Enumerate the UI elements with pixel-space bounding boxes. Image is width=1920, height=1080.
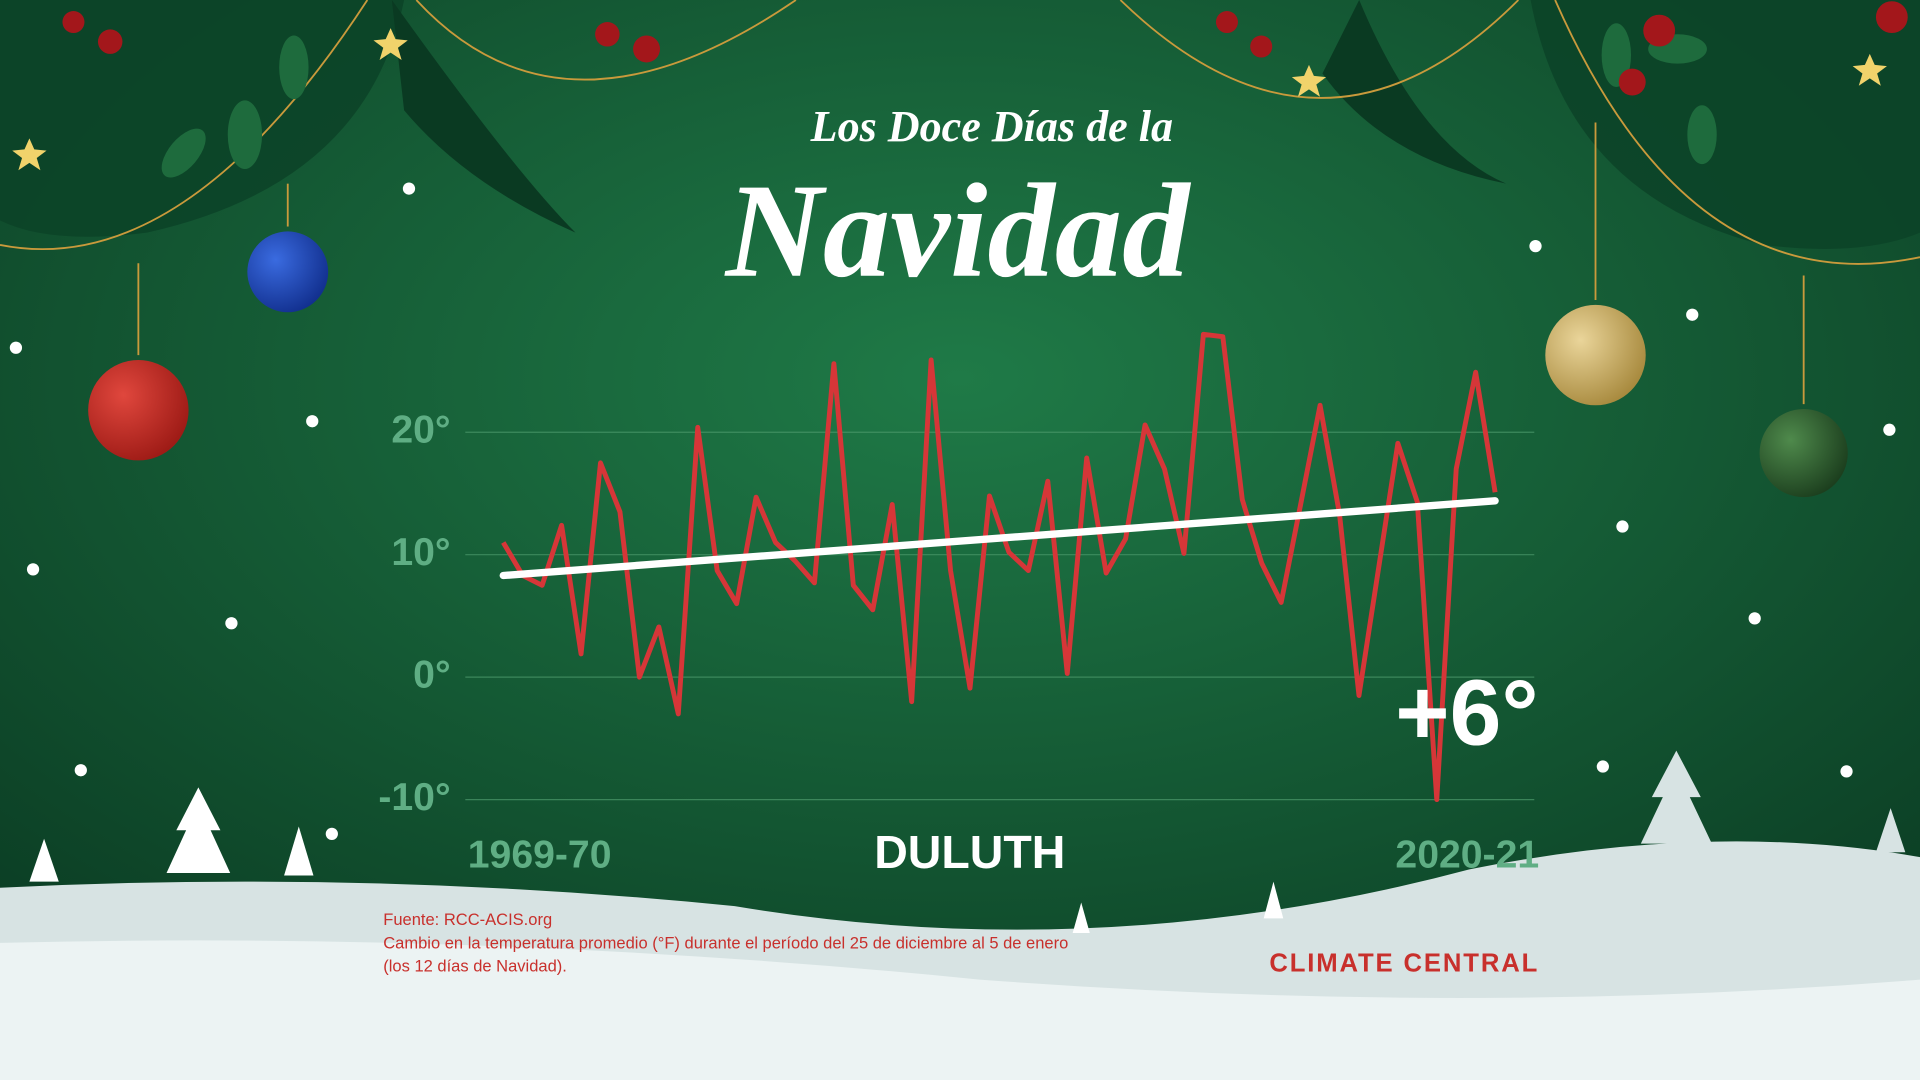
annotation: +6° [1395,661,1538,765]
location-label: DULUTH [874,826,1065,878]
trend-line [499,497,1499,580]
x-tick-label: 1969-70 [468,833,612,876]
data-line [501,331,1498,803]
y-tick-label: 10° [391,531,450,574]
y-tick-label: -10° [378,776,450,819]
logo: CLIMATE CENTRAL [1269,950,1539,978]
x-tick-label: 2020-21 [1395,833,1539,876]
source: Fuente: RCC-ACIS.org [383,910,552,929]
y-tick-label: 0° [413,653,450,696]
chart-subtitle: Navidad [724,157,1191,306]
note: (los 12 días de Navidad). [383,957,567,976]
y-tick-label: 20° [391,409,450,452]
chart-title: Los Doce Días de la [810,102,1173,151]
note: Cambio en la temperatura promedio (°F) d… [383,933,1068,952]
